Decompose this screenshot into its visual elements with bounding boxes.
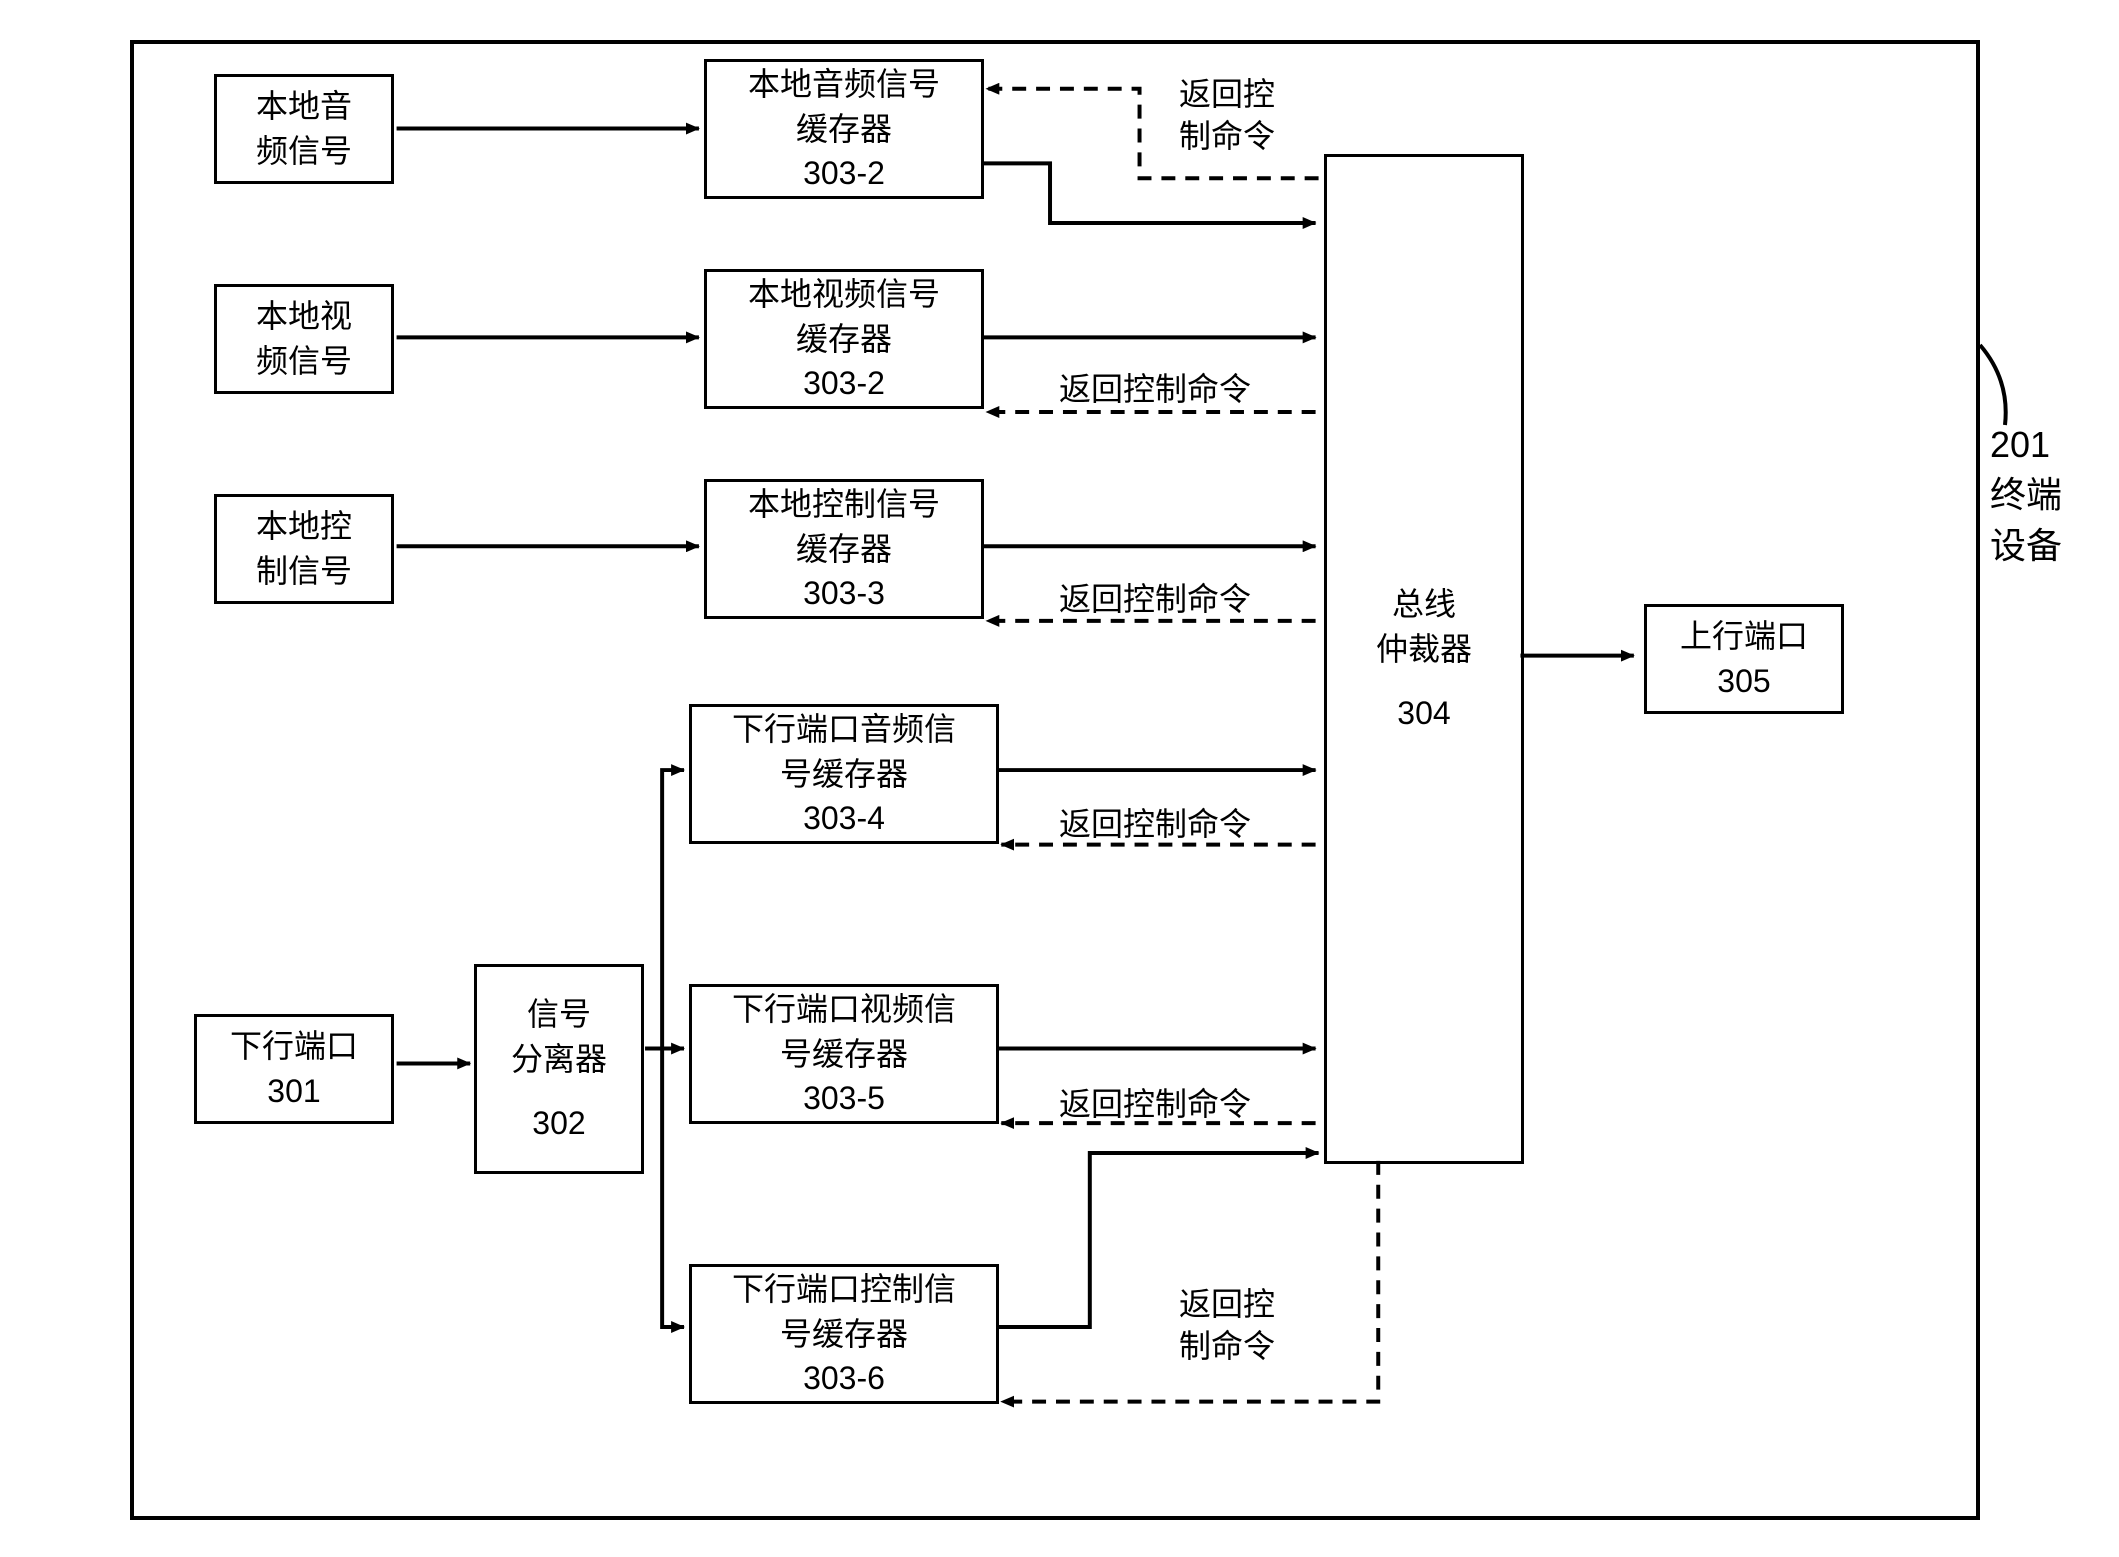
box-local-audio-buffer: 本地音频信号 缓存器 303-2 — [704, 59, 984, 199]
text: 设备 — [1990, 521, 2062, 571]
box-bus-arbiter: 总线 仲裁器 304 — [1324, 154, 1524, 1164]
return-label-3: 返回控制命令 — [1059, 579, 1251, 621]
text: 303-4 — [803, 796, 885, 841]
text: 信号 — [527, 992, 591, 1037]
text: 号缓存器 — [780, 1032, 908, 1077]
text: 号缓存器 — [780, 1312, 908, 1357]
text: 301 — [267, 1069, 320, 1114]
box-downlink-video-buffer: 下行端口视频信 号缓存器 303-5 — [689, 984, 999, 1124]
text: 本地控制信号 — [748, 482, 940, 527]
return-label-5: 返回控制命令 — [1059, 1084, 1251, 1126]
text: 本地视频信号 — [748, 272, 940, 317]
text: 上行端口 — [1680, 614, 1808, 659]
return-label-1: 返回控 制命令 — [1179, 74, 1275, 157]
text: 下行端口控制信 — [732, 1267, 956, 1312]
text: 303-3 — [803, 571, 885, 616]
text: 制信号 — [256, 549, 352, 594]
box-signal-separator: 信号 分离器 302 — [474, 964, 644, 1174]
side-bracket-icon — [1960, 330, 2020, 430]
text: 返回控 — [1179, 1284, 1275, 1326]
text: 本地控 — [256, 504, 352, 549]
text: 返回控 — [1179, 74, 1275, 116]
text: 制命令 — [1179, 1326, 1275, 1368]
text: 下行端口 — [230, 1024, 358, 1069]
box-local-video-buffer: 本地视频信号 缓存器 303-2 — [704, 269, 984, 409]
text: 303-5 — [803, 1076, 885, 1121]
connections-svg — [134, 44, 1976, 1516]
text: 返回控制命令 — [1059, 806, 1251, 842]
diagram-frame: 本地音 频信号 本地视 频信号 本地控 制信号 下行端口 301 信号 分离器 … — [130, 40, 1980, 1520]
text: 终端 — [1990, 470, 2062, 520]
text: 302 — [532, 1101, 585, 1146]
text: 分离器 — [511, 1037, 607, 1082]
return-label-6: 返回控 制命令 — [1179, 1284, 1275, 1367]
box-local-control-buffer: 本地控制信号 缓存器 303-3 — [704, 479, 984, 619]
text: 下行端口视频信 — [732, 987, 956, 1032]
text: 返回控制命令 — [1059, 1086, 1251, 1122]
text: 304 — [1397, 691, 1450, 736]
text: 缓存器 — [796, 107, 892, 152]
text: 缓存器 — [796, 317, 892, 362]
text: 总线 — [1392, 582, 1456, 627]
text: 返回控制命令 — [1059, 371, 1251, 407]
text: 号缓存器 — [780, 752, 908, 797]
text: 本地视 — [256, 294, 352, 339]
box-downlink-audio-buffer: 下行端口音频信 号缓存器 303-4 — [689, 704, 999, 844]
return-label-4: 返回控制命令 — [1059, 804, 1251, 846]
text: 仲裁器 — [1376, 627, 1472, 672]
box-local-video-signal: 本地视 频信号 — [214, 284, 394, 394]
text: 频信号 — [256, 129, 352, 174]
box-downlink-control-buffer: 下行端口控制信 号缓存器 303-6 — [689, 1264, 999, 1404]
text: 本地音 — [256, 84, 352, 129]
text: 返回控制命令 — [1059, 581, 1251, 617]
text: 303-2 — [803, 361, 885, 406]
text: 305 — [1717, 659, 1770, 704]
box-local-audio-signal: 本地音 频信号 — [214, 74, 394, 184]
return-label-2: 返回控制命令 — [1059, 369, 1251, 411]
text: 频信号 — [256, 339, 352, 384]
text: 缓存器 — [796, 527, 892, 572]
text: 下行端口音频信 — [732, 707, 956, 752]
text: 本地音频信号 — [748, 62, 940, 107]
box-uplink-port: 上行端口 305 — [1644, 604, 1844, 714]
text: 制命令 — [1179, 116, 1275, 158]
text: 303-2 — [803, 151, 885, 196]
side-label-device: 201 终端 设备 — [1990, 420, 2062, 571]
box-downlink-port: 下行端口 301 — [194, 1014, 394, 1124]
box-local-control-signal: 本地控 制信号 — [214, 494, 394, 604]
text: 303-6 — [803, 1356, 885, 1401]
